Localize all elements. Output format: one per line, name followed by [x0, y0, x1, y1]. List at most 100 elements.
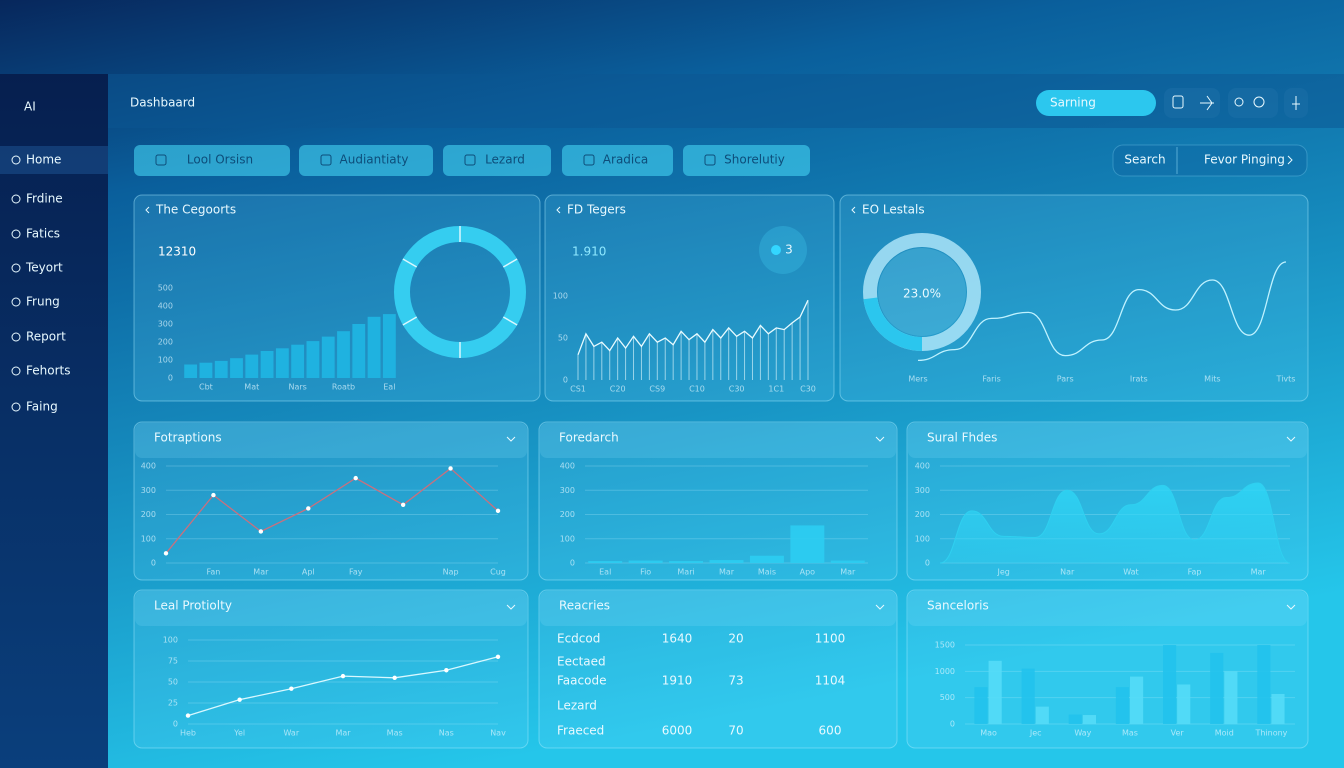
nav-item[interactable]: Fatics [26, 227, 60, 241]
marker [353, 475, 358, 481]
nav-icon [11, 402, 21, 412]
search-pill[interactable] [1036, 90, 1156, 116]
toolbar-button[interactable] [562, 145, 673, 176]
gauge-arc [863, 233, 981, 351]
bar [830, 560, 865, 563]
chevron [1287, 155, 1293, 165]
bar [1068, 714, 1082, 724]
ring-notch [502, 258, 518, 268]
nav-item[interactable]: Frung [26, 295, 60, 309]
panel-title: The Cegoorts [155, 203, 236, 217]
y-tick-label: 200 [141, 510, 156, 519]
nav-item[interactable]: Home [26, 153, 61, 167]
nav-icon [11, 155, 21, 165]
nav-item[interactable]: Fehorts [26, 364, 70, 378]
gauge-inner [878, 248, 966, 336]
panel-header [135, 423, 527, 458]
y-tick-label: 500 [940, 693, 955, 702]
sidebar [0, 74, 108, 768]
y-tick-label: 300 [560, 486, 575, 495]
y-tick-label: 400 [141, 462, 156, 471]
search-group[interactable] [1112, 144, 1308, 177]
x-tick-label: 1C1 [768, 385, 784, 394]
toolbar-label: Lool Orsisn [187, 153, 253, 167]
x-tick-label: Ver [1171, 729, 1185, 738]
x-tick-label: Roatb [332, 383, 355, 392]
x-tick-label: Cbt [199, 383, 213, 392]
kpi-value: 12310 [158, 245, 196, 259]
nav-item[interactable]: Frdine [26, 192, 63, 206]
marker [340, 673, 346, 679]
nav-item[interactable]: Report [26, 330, 66, 344]
toolbar-label: Audiantiaty [340, 153, 409, 167]
button-icon [320, 154, 332, 166]
panel [133, 421, 529, 581]
button-icon [583, 154, 595, 166]
icon-group[interactable] [1228, 88, 1278, 118]
x-tick-label: Tivts [1276, 375, 1296, 384]
bar [588, 561, 623, 563]
table-cell: 1104 [815, 674, 846, 688]
ring-notch [402, 258, 418, 268]
y-tick-label: 0 [950, 720, 955, 729]
search-button[interactable]: Search [1124, 153, 1165, 167]
bar [1115, 687, 1129, 724]
nav-item[interactable]: Teyort [25, 261, 63, 275]
panel-title: Sanceloris [927, 599, 989, 613]
marker [306, 506, 311, 511]
bar [1271, 693, 1285, 724]
x-tick-label: Fio [640, 568, 651, 577]
table-cell: Ecdcod [557, 632, 600, 646]
bar [306, 341, 320, 378]
toolbar-label: Shorelutiy [724, 153, 785, 167]
chevron [1286, 436, 1296, 442]
chevron [851, 206, 856, 214]
search-input[interactable]: Sarning [1050, 96, 1096, 110]
panel-title: Foredarch [559, 431, 619, 445]
button-icon [704, 154, 716, 166]
y-tick-label: 50 [558, 334, 568, 343]
panel-title: FD Tegers [567, 203, 626, 217]
marker [400, 502, 406, 507]
bar [1130, 676, 1144, 724]
nav-item[interactable]: Faing [26, 400, 58, 414]
kpi-value: 1.910 [572, 245, 606, 259]
chevron [145, 206, 150, 214]
toolbar-button[interactable] [299, 145, 433, 176]
y-tick-label: 0 [563, 376, 568, 385]
gauge-label: 23.0% [903, 287, 941, 301]
marker [211, 492, 216, 498]
bar [1224, 671, 1238, 724]
panel-title: Sural Fhdes [927, 431, 997, 445]
marker [185, 713, 191, 718]
bar [382, 314, 396, 378]
panel-title: Leal Protiolty [154, 599, 232, 613]
x-tick-label: Mits [1204, 375, 1220, 384]
panel-header [135, 591, 527, 626]
marker [163, 551, 169, 556]
y-tick-label: 500 [158, 284, 173, 293]
x-tick-label: Nav [490, 729, 506, 738]
line [577, 299, 809, 356]
x-tick-label: Yel [233, 729, 245, 738]
x-tick-label: Jec [1029, 729, 1042, 738]
table-cell: Fraeced [557, 724, 604, 738]
marker [495, 654, 501, 659]
x-tick-label: Mar [335, 729, 351, 738]
bar [275, 348, 289, 378]
toolbar-button[interactable] [443, 145, 551, 176]
x-tick-label: Mas [1122, 729, 1138, 738]
y-tick-label: 0 [570, 559, 575, 568]
x-tick-label: Mao [980, 729, 997, 738]
action-button[interactable]: Fevor Pinging [1204, 153, 1285, 167]
icon [1234, 97, 1244, 107]
x-tick-label: Thinony [1254, 729, 1287, 738]
x-tick-label: CS1 [570, 385, 586, 394]
x-tick-label: C20 [610, 385, 626, 394]
toolbar-button[interactable] [683, 145, 810, 176]
x-tick-label: C30 [800, 385, 816, 394]
bar [352, 324, 366, 378]
toolbar-button[interactable] [134, 145, 290, 176]
area [940, 482, 1290, 563]
